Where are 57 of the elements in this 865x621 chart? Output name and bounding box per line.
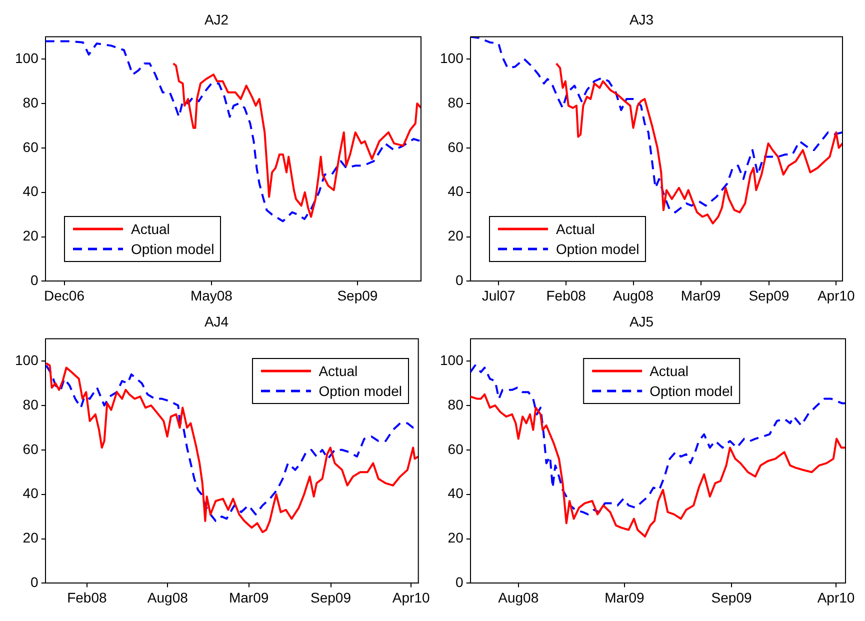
y-tick-label: 0 [456, 574, 464, 590]
y-tick-label: 80 [22, 396, 39, 412]
line-series [470, 36, 842, 214]
y-tick-label: 60 [22, 138, 39, 155]
y-tick-label: 20 [448, 228, 464, 244]
legend-label: Actual [556, 220, 595, 239]
x-tick-label: Mar09 [228, 589, 269, 606]
x-tick-label: Dec06 [44, 287, 85, 304]
y-tick-label: 80 [448, 396, 464, 412]
y-tick-label: 80 [448, 94, 464, 110]
x-tick-label: Sep09 [748, 287, 790, 304]
legend-label: Option model [556, 240, 640, 259]
y-tick-label: 20 [448, 530, 464, 546]
x-tick-label: Aug08 [147, 589, 188, 606]
y-tick-label: 60 [448, 440, 464, 457]
y-tick-label: 100 [15, 50, 39, 66]
x-tick-label: Feb08 [67, 589, 107, 606]
x-tick-label: Feb08 [546, 287, 586, 304]
y-tick-label: 80 [22, 94, 39, 110]
y-tick-label: 100 [440, 352, 464, 368]
y-tick-label: 0 [456, 272, 464, 288]
legend-label: Actual [318, 362, 358, 381]
line-series [470, 364, 846, 516]
y-tick-label: 40 [448, 485, 464, 502]
y-tick-label: 0 [30, 272, 39, 288]
y-tick-label: 60 [22, 440, 39, 457]
x-tick-label: Sep09 [310, 589, 352, 606]
x-tick-label: Mar09 [680, 287, 721, 304]
x-tick-label: Mar09 [604, 589, 644, 606]
y-tick-label: 100 [15, 352, 39, 368]
x-tick-label: Aug08 [613, 287, 654, 304]
x-tick-label: Apr10 [392, 589, 430, 606]
x-tick-label: Jul07 [482, 287, 516, 304]
legend-label: Actual [650, 362, 689, 381]
y-tick-label: 0 [30, 574, 39, 590]
x-tick-label: Aug08 [498, 589, 539, 606]
legend-label: Option model [650, 382, 733, 401]
chart-title: AJ2 [204, 11, 229, 28]
y-tick-label: 100 [440, 50, 464, 66]
chart-title: AJ4 [204, 313, 229, 330]
line-series [45, 40, 421, 222]
y-tick-label: 40 [448, 183, 464, 200]
chart-title: AJ3 [629, 11, 654, 28]
y-tick-label: 20 [22, 228, 39, 244]
legend-label: Actual [131, 220, 170, 239]
y-tick-label: 20 [22, 530, 39, 546]
x-tick-label: Sep09 [337, 287, 378, 304]
y-tick-label: 40 [22, 485, 39, 502]
legend-label: Option model [318, 382, 402, 401]
x-tick-label: Apr10 [817, 287, 856, 304]
legend-label: Option model [131, 240, 214, 259]
chart-title: AJ5 [629, 313, 654, 330]
x-tick-label: Apr10 [817, 589, 855, 606]
y-tick-label: 40 [22, 183, 39, 200]
y-tick-label: 60 [448, 138, 464, 155]
x-tick-label: Sep09 [711, 589, 752, 606]
x-tick-label: May08 [190, 287, 233, 304]
